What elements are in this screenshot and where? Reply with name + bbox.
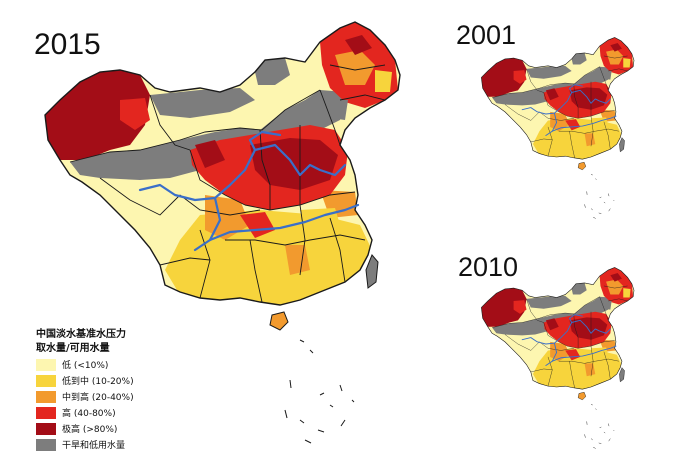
legend-label: 低 (<10%): [62, 361, 109, 371]
map-title-2010: 2010: [458, 252, 519, 282]
legend-label: 高 (40-80%): [62, 409, 116, 419]
legend-swatch: [36, 438, 56, 451]
legend-swatch: [36, 358, 56, 371]
legend-label: 低到中 (10-20%): [62, 377, 134, 387]
legend-swatch: [36, 422, 56, 435]
map-title-2015: 2015: [34, 28, 101, 61]
map-title-2001: 2001: [456, 20, 517, 50]
legend-title: 中国淡水基准水压力: [36, 329, 126, 340]
legend-label: 干旱和低用水量: [62, 441, 126, 451]
legend-item-medium-high: 中到高 (20-40%): [36, 389, 236, 404]
legend: 中国淡水基准水压力 取水量/可用水量 低 (<10%) 低到中 (10-20%)…: [36, 328, 236, 451]
legend-item-low-medium: 低到中 (10-20%): [36, 373, 236, 388]
legend-swatch: [36, 390, 56, 403]
legend-label: 极高 (>80%): [62, 425, 118, 435]
legend-label: 中到高 (20-40%): [62, 393, 134, 403]
legend-item-low: 低 (<10%): [36, 357, 236, 372]
legend-item-extremely-high: 极高 (>80%): [36, 421, 236, 436]
legend-swatch: [36, 406, 56, 419]
legend-swatch: [36, 374, 56, 387]
legend-subtitle: 取水量/可用水量: [36, 343, 110, 354]
legend-item-high: 高 (40-80%): [36, 405, 236, 420]
legend-item-arid: 干旱和低用水量: [36, 437, 236, 451]
